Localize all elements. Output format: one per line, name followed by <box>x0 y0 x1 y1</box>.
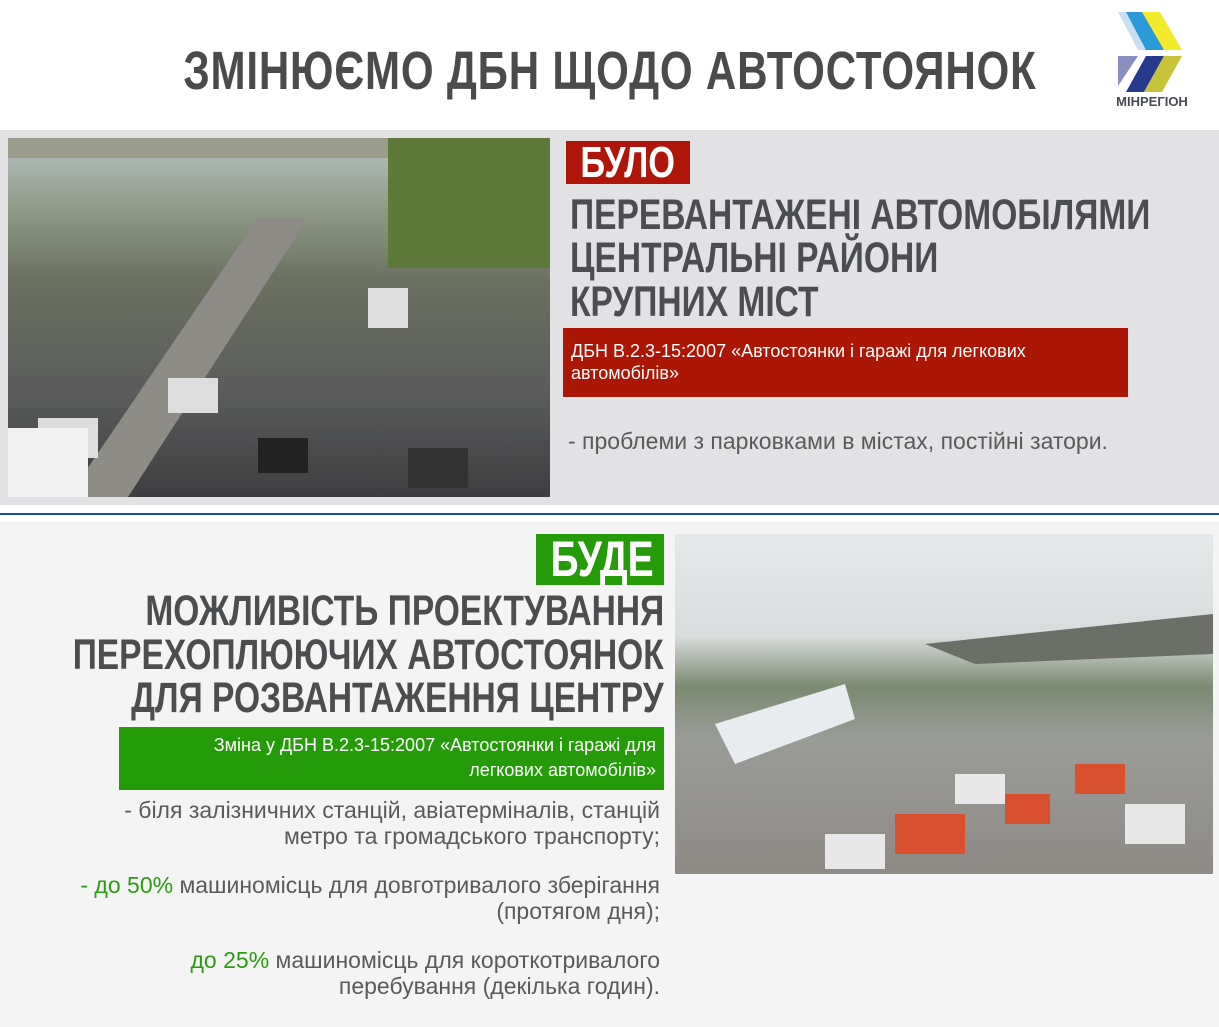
parking-illustration <box>715 614 1213 869</box>
before-heading-line-2: ЦЕНТРАЛЬНІ РАЙОНИ <box>570 234 939 282</box>
item-2-percent: - до 50% <box>80 872 174 898</box>
after-heading-line-2: ПЕРЕХОПЛЮЮЧИХ АВТОСТОЯНОК <box>72 631 664 679</box>
item-3-line-2: перебування (декілька годин). <box>338 973 660 999</box>
before-heading-line-1: ПЕРЕВАНТАЖЕНІ АВТОМОБІЛЯМИ <box>570 191 1151 239</box>
before-badge: БУЛО <box>566 141 690 185</box>
after-item-2: - до 50% машиномісць для довготривалого … <box>80 872 660 924</box>
after-norm-line-2: легкових автомобілів» <box>469 760 656 780</box>
after-badge: БУДЕ <box>536 534 664 585</box>
after-norm-box: Зміна у ДБН В.2.3-15:2007 «Автостоянки і… <box>119 727 664 790</box>
after-heading-line-3: ДЛЯ РОЗВАНТАЖЕННЯ ЦЕНТРУ <box>131 674 664 722</box>
logo-text: МІНРЕГІОН <box>1116 94 1188 109</box>
after-item-1-line-1: - біля залізничних станцій, авіатермінал… <box>124 797 660 823</box>
item-3-text: машиномісць для короткотривалого <box>269 947 660 973</box>
minregion-logo <box>1118 12 1182 92</box>
after-norm-line-1: Зміна у ДБН В.2.3-15:2007 «Автостоянки і… <box>213 735 656 755</box>
before-heading-line-3: КРУПНИХ МІСТ <box>570 278 819 326</box>
before-norm-box: ДБН В.2.3-15:2007 «Автостоянки і гаражі … <box>563 328 1128 397</box>
item-3-percent: до 25% <box>190 947 270 973</box>
item-2-line-2: (протягом дня); <box>496 898 660 924</box>
traffic-illustration <box>8 138 550 497</box>
traffic-jam-photo <box>8 138 550 497</box>
after-item-1: - біля залізничних станцій, авіатермінал… <box>124 797 660 849</box>
item-2-text: машиномісць для довготривалого зберіганн… <box>173 872 660 898</box>
after-heading-line-1: МОЖЛИВІСТЬ ПРОЕКТУВАННЯ <box>145 587 664 635</box>
after-item-1-line-2: метро та громадського транспорту; <box>284 823 660 849</box>
page-title: ЗМІНЮЄМО ДБН ЩОДО АВТОСТОЯНОК <box>182 41 1037 101</box>
divider-line <box>0 513 1219 515</box>
park-and-ride-photo <box>675 534 1213 874</box>
before-bullet: - проблеми з парковками в містах, постій… <box>568 428 1108 454</box>
after-item-3: до 25% машиномісць для короткотривалого п… <box>191 947 660 999</box>
